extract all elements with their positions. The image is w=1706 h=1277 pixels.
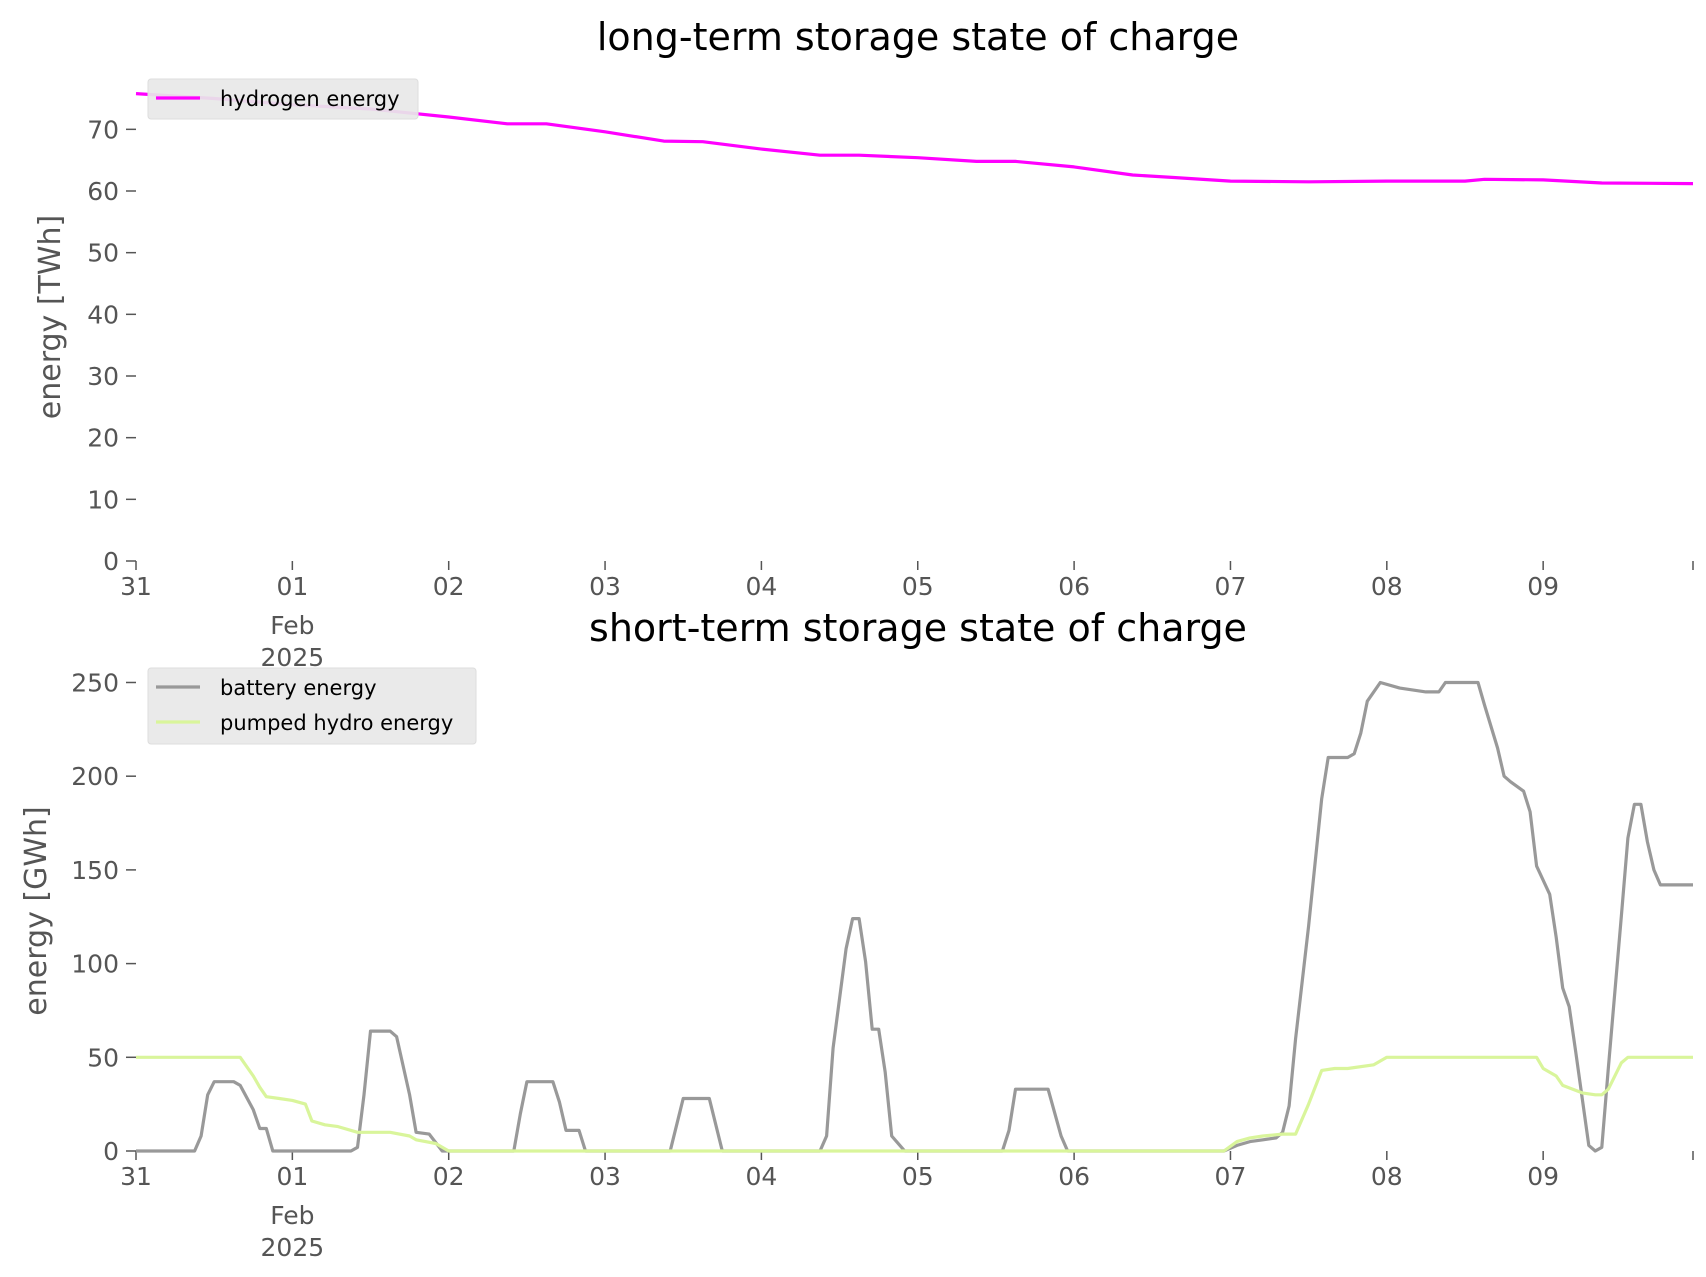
- battery-energy-line: [136, 680, 1693, 1153]
- x-tick-label: 31: [120, 1162, 152, 1191]
- x-tick-label: 02: [433, 1162, 465, 1191]
- y-axis-label: energy [TWh]: [33, 215, 68, 419]
- long-term-storage-chart: long-term storage state of charge energy…: [33, 15, 1694, 672]
- x-tick-label: 01: [276, 572, 308, 601]
- x-tick-label: 03: [589, 1162, 621, 1191]
- x-tick-label: 07: [1215, 1162, 1247, 1191]
- x-tick-sublabel: Feb: [270, 611, 314, 640]
- y-tick-label: 200: [71, 762, 119, 791]
- x-tick-label: 05: [902, 572, 934, 601]
- x-tick-label: 05: [902, 1162, 934, 1191]
- battery-energy-legend-label: battery energy: [220, 676, 377, 700]
- hydrogen-energy-line: [135, 92, 1694, 186]
- y-tick-label: 30: [87, 362, 119, 391]
- x-tick-label: 07: [1215, 572, 1247, 601]
- x-tick-label: 08: [1371, 572, 1403, 601]
- y-tick-label: 50: [87, 1043, 119, 1072]
- pumped-hydro-energy-legend-label: pumped hydro energy: [220, 711, 453, 735]
- legend[interactable]: hydrogen energy: [147, 78, 419, 120]
- x-tick-sublabel: Feb: [270, 1201, 314, 1230]
- x-tick-label: 02: [433, 572, 465, 601]
- chart-title: short-term storage state of charge: [589, 606, 1247, 650]
- y-tick-label: 100: [71, 950, 119, 979]
- y-tick-label: 60: [87, 177, 119, 206]
- y-tick-label: 150: [71, 856, 119, 885]
- y-tick-label: 10: [87, 485, 119, 514]
- x-tick-label: 03: [589, 572, 621, 601]
- x-tick-label: 04: [745, 1162, 777, 1191]
- x-tick-label: 04: [745, 572, 777, 601]
- x-tick-sublabel: 2025: [261, 1233, 325, 1262]
- y-tick-label: 0: [103, 1137, 119, 1166]
- axis-ticks: 0 50 100 150 200 250 31 01 Feb 2025 02 03 04 05 06 07 08…: [71, 668, 1694, 1262]
- y-axis-label: energy [GWh]: [19, 806, 54, 1015]
- series-lines: [136, 680, 1693, 1153]
- y-tick-label: 250: [71, 668, 119, 697]
- y-tick-label: 20: [87, 424, 119, 453]
- x-tick-label: 09: [1527, 1162, 1559, 1191]
- short-term-storage-chart: short-term storage state of charge energ…: [19, 606, 1694, 1262]
- x-tick-label: 01: [276, 1162, 308, 1191]
- legend-box: [147, 667, 477, 745]
- series-lines: [135, 92, 1694, 186]
- axis-ticks: 0 10 20 30 40 50 60 70 31 01 Feb 2025 02 03 04 05 06 07 08…: [87, 115, 1694, 672]
- hydrogen-energy-legend-label: hydrogen energy: [220, 87, 400, 111]
- x-tick-label: 06: [1058, 1162, 1090, 1191]
- y-tick-label: 0: [103, 547, 119, 576]
- y-tick-label: 50: [87, 239, 119, 268]
- pumped-hydro-energy-line: [136, 1055, 1693, 1153]
- legend[interactable]: battery energy pumped hydro energy: [147, 667, 477, 745]
- legend-box: [147, 78, 419, 120]
- chart-title: long-term storage state of charge: [597, 15, 1239, 59]
- x-tick-label: 09: [1527, 572, 1559, 601]
- x-tick-label: 08: [1371, 1162, 1403, 1191]
- x-tick-label: 06: [1058, 572, 1090, 601]
- x-tick-label: 31: [120, 572, 152, 601]
- y-tick-label: 40: [87, 300, 119, 329]
- y-tick-label: 70: [87, 115, 119, 144]
- x-tick-sublabel: 2025: [261, 643, 325, 672]
